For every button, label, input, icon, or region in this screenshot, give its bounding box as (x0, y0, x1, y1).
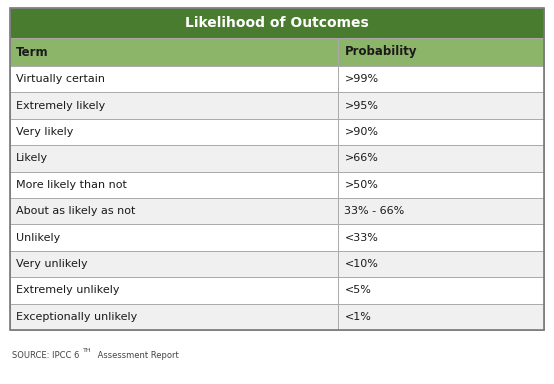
Text: <10%: <10% (345, 259, 378, 269)
Text: Probability: Probability (345, 45, 417, 58)
Text: Virtually certain: Virtually certain (16, 74, 105, 84)
Text: About as likely as not: About as likely as not (16, 206, 135, 216)
Bar (338, 172, 544, 198)
Bar (10, 119, 338, 145)
Text: <5%: <5% (345, 285, 371, 295)
Text: <33%: <33% (345, 233, 378, 243)
Bar (338, 277, 544, 304)
Text: Term: Term (16, 45, 49, 58)
Bar (10, 251, 338, 277)
Text: Very likely: Very likely (16, 127, 73, 137)
Bar (10, 304, 338, 330)
Text: Very unlikely: Very unlikely (16, 259, 88, 269)
Bar (338, 38, 544, 66)
Text: <1%: <1% (345, 312, 371, 322)
Bar (10, 198, 338, 224)
Text: >95%: >95% (345, 101, 378, 111)
Bar (10, 277, 338, 304)
Bar (338, 198, 544, 224)
Bar (10, 172, 338, 198)
Bar (338, 251, 544, 277)
Text: Likelihood of Outcomes: Likelihood of Outcomes (185, 16, 369, 30)
Text: More likely than not: More likely than not (16, 180, 127, 190)
Text: Exceptionally unlikely: Exceptionally unlikely (16, 312, 137, 322)
Text: >50%: >50% (345, 180, 378, 190)
Bar (338, 93, 544, 119)
Bar (10, 224, 338, 251)
Text: >99%: >99% (345, 74, 378, 84)
Text: TH: TH (83, 348, 91, 353)
Bar (338, 66, 544, 93)
Text: Extremely likely: Extremely likely (16, 101, 105, 111)
Bar (10, 93, 338, 119)
Bar (10, 8, 544, 38)
Text: Extremely unlikely: Extremely unlikely (16, 285, 120, 295)
Bar (338, 224, 544, 251)
Text: Assessment Report: Assessment Report (95, 351, 179, 359)
Text: Unlikely: Unlikely (16, 233, 60, 243)
Text: >66%: >66% (345, 153, 378, 164)
Text: SOURCE: IPCC 6: SOURCE: IPCC 6 (12, 351, 79, 359)
Bar (10, 8, 544, 330)
Bar (10, 66, 338, 93)
Bar (338, 119, 544, 145)
Bar (338, 145, 544, 172)
Bar (10, 145, 338, 172)
Text: >90%: >90% (345, 127, 378, 137)
Text: 33% - 66%: 33% - 66% (345, 206, 404, 216)
Text: Likely: Likely (16, 153, 48, 164)
Bar (338, 304, 544, 330)
Bar (10, 38, 338, 66)
